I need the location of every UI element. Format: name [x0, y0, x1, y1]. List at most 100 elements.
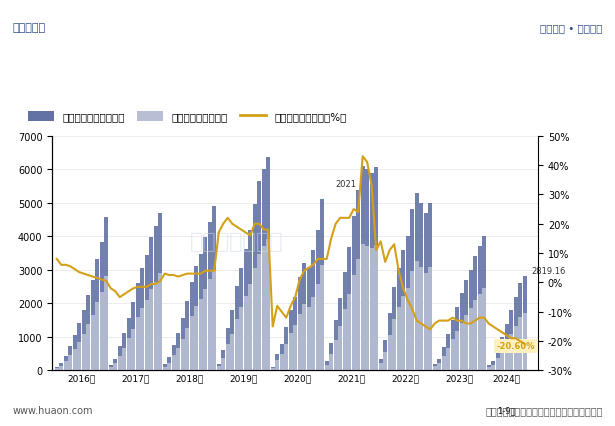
Bar	[397, 308, 400, 371]
Bar	[383, 352, 387, 371]
Bar	[113, 363, 117, 371]
Bar	[82, 334, 85, 371]
Bar	[177, 348, 180, 371]
Bar	[271, 368, 275, 371]
Bar	[284, 327, 288, 371]
Bar	[132, 302, 135, 371]
Text: www.huaon.com: www.huaon.com	[12, 405, 93, 415]
Bar	[419, 203, 423, 371]
Bar	[356, 190, 360, 371]
Bar	[82, 311, 85, 371]
Bar	[204, 237, 207, 371]
Bar	[500, 337, 504, 371]
Bar	[320, 265, 324, 371]
Bar	[383, 340, 387, 371]
Bar	[375, 167, 378, 371]
Bar	[496, 358, 499, 371]
Bar	[410, 271, 414, 371]
Bar	[95, 259, 99, 371]
Bar	[325, 365, 328, 371]
Bar	[293, 297, 297, 371]
Bar	[478, 294, 482, 371]
Bar	[190, 317, 194, 371]
Bar	[446, 334, 450, 371]
Bar	[442, 347, 445, 371]
Bar	[469, 270, 472, 371]
Bar	[226, 345, 229, 371]
Bar	[433, 366, 437, 371]
Legend: 房地产投资额（亿元）, 住宅投资额（亿元）, 房地产投资额增速（%）: 房地产投资额（亿元）, 住宅投资额（亿元）, 房地产投资额增速（%）	[23, 108, 351, 127]
Bar	[433, 364, 437, 371]
Bar	[388, 314, 392, 371]
Bar	[77, 342, 81, 371]
Bar	[442, 356, 445, 371]
Bar	[154, 226, 157, 371]
Text: 1-9月: 1-9月	[498, 406, 516, 415]
Bar	[334, 340, 338, 371]
Bar	[118, 356, 122, 371]
Bar	[248, 230, 252, 371]
Bar	[356, 259, 360, 371]
Bar	[239, 308, 243, 371]
Bar	[230, 311, 234, 371]
Bar	[73, 349, 77, 371]
Bar	[100, 292, 104, 371]
Bar	[303, 304, 306, 371]
Bar	[167, 357, 171, 371]
Bar	[518, 317, 522, 371]
Bar	[91, 315, 95, 371]
Bar	[122, 334, 126, 371]
Bar	[401, 296, 405, 371]
Bar	[406, 237, 410, 371]
Bar	[361, 167, 365, 371]
Bar	[460, 323, 464, 371]
Bar	[486, 368, 491, 371]
Bar	[311, 297, 315, 371]
Bar	[523, 313, 526, 371]
Bar	[482, 288, 486, 371]
Bar	[370, 173, 373, 371]
Bar	[514, 297, 518, 371]
Bar	[419, 267, 423, 371]
Bar	[266, 157, 270, 371]
Bar	[329, 354, 333, 371]
Bar	[509, 334, 513, 371]
Bar	[248, 284, 252, 371]
Bar	[338, 298, 342, 371]
Bar	[73, 335, 77, 371]
Bar	[100, 242, 104, 371]
Bar	[221, 358, 225, 371]
Bar	[514, 326, 518, 371]
Bar	[105, 276, 108, 371]
Bar	[77, 323, 81, 371]
Bar	[140, 268, 144, 371]
Bar	[262, 247, 266, 371]
Bar	[154, 282, 157, 371]
Bar	[392, 319, 396, 371]
Bar	[208, 222, 212, 371]
Bar	[271, 367, 275, 371]
Bar	[68, 356, 72, 371]
Bar	[140, 308, 144, 371]
Bar	[307, 268, 311, 371]
Bar	[338, 326, 342, 371]
Bar	[145, 256, 149, 371]
Bar	[464, 280, 468, 371]
Bar	[370, 249, 373, 371]
Bar	[486, 366, 491, 371]
Bar	[289, 334, 293, 371]
Bar	[329, 343, 333, 371]
Bar	[113, 359, 117, 371]
Bar	[320, 200, 324, 371]
Bar	[311, 250, 315, 371]
Bar	[347, 248, 351, 371]
Bar	[68, 346, 72, 371]
Bar	[127, 339, 130, 371]
Bar	[86, 295, 90, 371]
Bar	[235, 319, 239, 371]
Bar	[518, 284, 522, 371]
Bar	[212, 207, 216, 371]
Bar	[298, 314, 301, 371]
Bar	[280, 354, 284, 371]
Bar	[253, 205, 256, 371]
